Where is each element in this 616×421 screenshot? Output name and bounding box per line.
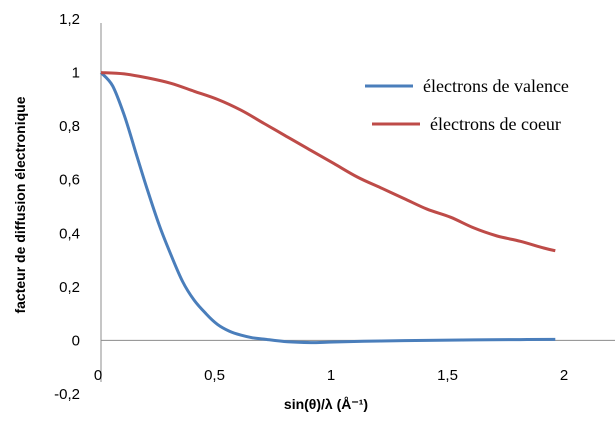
series-line-1 bbox=[100, 71, 556, 253]
y-tick-label: -0,2 bbox=[54, 386, 80, 403]
x-axis-title: sin(θ)/λ (Å⁻¹) bbox=[284, 396, 368, 412]
x-tick-labels: 0 0,5 1 1,5 2 bbox=[94, 367, 568, 384]
y-tick-label: 1 bbox=[72, 65, 80, 82]
y-tick-label: 0,2 bbox=[59, 279, 80, 296]
legend-label-coeur: électrons de coeur bbox=[430, 114, 561, 134]
x-tick-label: 1 bbox=[327, 367, 335, 384]
y-tick-label: 1,2 bbox=[59, 11, 80, 28]
x-tick-label: 2 bbox=[560, 367, 568, 384]
y-axis-title: facteur de diffusion électronique bbox=[12, 96, 28, 313]
x-tick-label: 1,5 bbox=[437, 367, 458, 384]
series-layer bbox=[99, 71, 556, 345]
y-tick-label: 0,6 bbox=[59, 172, 80, 189]
legend-label-valence: électrons de valence bbox=[423, 76, 569, 96]
y-tick-labels: -0,2 0 0,2 0,4 0,6 0,8 1 1,2 bbox=[54, 11, 80, 403]
x-tick-label: 0,5 bbox=[204, 367, 225, 384]
x-tick-label: 0 bbox=[94, 367, 102, 384]
y-tick-label: 0,8 bbox=[59, 118, 80, 135]
y-tick-label: 0 bbox=[72, 332, 80, 349]
series-line-0 bbox=[99, 71, 556, 345]
y-tick-label: 0,4 bbox=[59, 225, 80, 242]
legend: électrons de valence électrons de coeur bbox=[365, 76, 569, 134]
